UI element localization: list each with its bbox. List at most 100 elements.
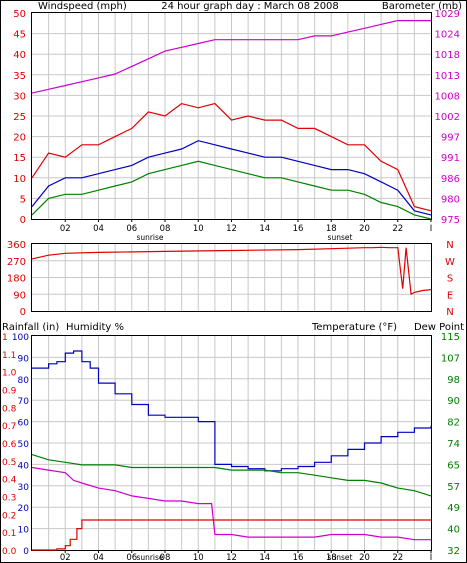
- hour-tick-label: 06: [126, 553, 137, 563]
- rainfall-tick-label: 0.6: [2, 440, 17, 450]
- hour-tick-label: 12: [226, 224, 237, 234]
- windspeed-tick-label: 25: [13, 112, 26, 123]
- humidity-tick-label: 100: [12, 333, 29, 343]
- direction-degree-label: 0: [20, 307, 26, 318]
- humidity-tick-label: 50: [18, 440, 30, 450]
- temperature-tick-label: 82: [447, 418, 460, 429]
- panel3-hour-tick-labels: 02 04 06 08 10 12 14 16 18 20 22 I: [60, 550, 432, 563]
- rainfall-tick-label: 1.1: [2, 351, 16, 361]
- rainfall-tick-label: 1.0: [2, 369, 17, 379]
- rainfall-axis-label: Rainfall (in): [2, 322, 59, 333]
- series-line-lowest: [31, 160, 432, 220]
- humidity-tick-label: 0: [23, 547, 29, 557]
- temperature-tick-labels: 32 40 49 57 65 74 82 90 98 107 115: [441, 332, 460, 557]
- hour-tick-label: I: [430, 553, 433, 563]
- humidity-tick-label: 30: [18, 483, 30, 493]
- rainfall-tick-label: 0.0: [2, 547, 17, 557]
- temperature-tick-label: 98: [447, 375, 460, 386]
- windspeed-tick-labels: 0 5 10 15 20 25 30 35 40 45 50: [13, 9, 26, 226]
- windspeed-tick-label: 30: [13, 91, 26, 102]
- panel1-series: [31, 20, 432, 220]
- humidity-tick-label: 70: [18, 397, 30, 407]
- barometer-tick-label: 1002: [435, 112, 460, 123]
- temperature-tick-label: 74: [447, 439, 460, 450]
- humidity-tick-label: 60: [18, 419, 30, 429]
- compass-point-label: N: [446, 240, 453, 251]
- humidity-tick-label: 10: [18, 526, 30, 536]
- humidity-tick-labels: 0 10 20 30 40 50 60 70 80 90 100: [12, 333, 29, 557]
- direction-degree-label: 90: [13, 290, 26, 301]
- hour-tick-label: 04: [93, 553, 104, 563]
- hour-tick-label: I: [430, 224, 433, 234]
- hour-tick-label: 10: [193, 553, 204, 563]
- rainfall-tick-label: 0.2: [2, 511, 16, 521]
- barometer-tick-label: 1008: [435, 91, 460, 102]
- barometer-tick-label: 980: [441, 194, 460, 205]
- hour-tick-label: 08: [160, 553, 171, 563]
- windspeed-axis-label: Windspeed (mph): [38, 1, 127, 12]
- panel1-grid: [32, 13, 431, 219]
- temperature-tick-label: 90: [447, 396, 460, 407]
- windspeed-tick-label: 35: [13, 71, 26, 82]
- temperature-tick-label: 115: [441, 332, 460, 343]
- temperature-tick-label: 32: [447, 546, 460, 557]
- rainfall-tick-label: 0.9: [2, 387, 17, 397]
- rainfall-tick-label: 1: [2, 333, 8, 343]
- barometer-tick-label: 991: [441, 153, 460, 164]
- panel3-series: [31, 350, 432, 551]
- temperature-tick-label: 65: [447, 460, 460, 471]
- direction-degree-labels: 360 270 180 90 0: [7, 240, 26, 318]
- series-line-humidity: [32, 350, 432, 472]
- series-line-wind-direction: [31, 246, 432, 296]
- hour-tick-label: 10: [193, 224, 204, 234]
- rainfall-tick-label: 0.1: [2, 529, 16, 539]
- compass-point-label: E: [447, 290, 453, 301]
- humidity-axis-label: Humidity %: [66, 322, 124, 333]
- hour-tick-label: 08: [160, 224, 171, 234]
- wind-barometer-panel: Windspeed (mph) 24 hour graph day : Marc…: [13, 1, 462, 242]
- series-line-barometer: [31, 20, 431, 94]
- windspeed-tick-label: 10: [13, 174, 26, 185]
- windspeed-tick-label: 50: [13, 9, 26, 20]
- panel1-hour-tick-labels: 02 04 06 08 10 12 14 16 18 20 22 I: [60, 219, 432, 234]
- windspeed-tick-label: 5: [20, 194, 26, 205]
- barometer-tick-label: 1013: [435, 71, 460, 82]
- rainfall-tick-label: 0.3: [2, 494, 16, 504]
- direction-degree-label: 270: [7, 257, 26, 268]
- humidity-tick-label: 20: [18, 504, 30, 514]
- series-line-temperature: [31, 454, 432, 497]
- rainfall-tick-label: 0.7: [2, 422, 16, 432]
- series-line-rainfall: [32, 519, 431, 551]
- barometer-tick-label: 1024: [435, 30, 460, 41]
- chart-title: 24 hour graph day : March 08 2008: [161, 1, 339, 12]
- temperature-tick-label: 57: [447, 482, 460, 493]
- humidity-tick-label: 90: [18, 354, 30, 364]
- series-line-dew-point: [31, 466, 431, 541]
- rainfall-tick-labels: 0.0 0.1 0.2 0.3 0.4 0.5 0.6 0.7 0.8 0.9 1.0 1.1 1: [2, 333, 17, 557]
- barometer-tick-label: 986: [441, 174, 460, 185]
- compass-point-label: S: [447, 274, 453, 285]
- temperature-tick-label: 49: [447, 503, 460, 514]
- hour-tick-label: 20: [359, 553, 370, 563]
- direction-degree-label: 180: [7, 274, 26, 285]
- series-line-gust: [31, 102, 432, 212]
- hour-tick-label: 14: [259, 224, 270, 234]
- rainfall-tick-label: 0.8: [2, 404, 17, 414]
- hour-tick-label: 16: [293, 224, 304, 234]
- barometer-tick-label: 1018: [435, 50, 460, 61]
- hour-tick-label: 04: [93, 224, 104, 234]
- hour-tick-label: 22: [392, 553, 403, 563]
- rainfall-tick-label: 0.4: [2, 476, 17, 486]
- windspeed-tick-label: 15: [13, 153, 26, 164]
- hour-tick-label: 14: [259, 553, 270, 563]
- humidity-tick-label: 80: [18, 376, 30, 386]
- rainfall-tick-label: 0.5: [2, 458, 16, 468]
- direction-degree-label: 360: [7, 240, 26, 251]
- windspeed-tick-label: 40: [13, 50, 26, 61]
- hour-tick-label: 18: [326, 224, 337, 234]
- hour-tick-label: 06: [126, 224, 137, 234]
- series-line-average: [31, 140, 432, 216]
